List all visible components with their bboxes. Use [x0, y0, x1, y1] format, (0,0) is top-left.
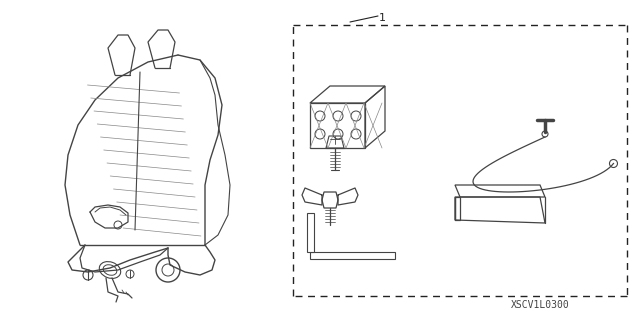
Text: XSCV1L0300: XSCV1L0300: [511, 300, 570, 310]
Text: 1: 1: [378, 13, 385, 23]
Polygon shape: [307, 213, 314, 251]
Polygon shape: [310, 251, 395, 258]
